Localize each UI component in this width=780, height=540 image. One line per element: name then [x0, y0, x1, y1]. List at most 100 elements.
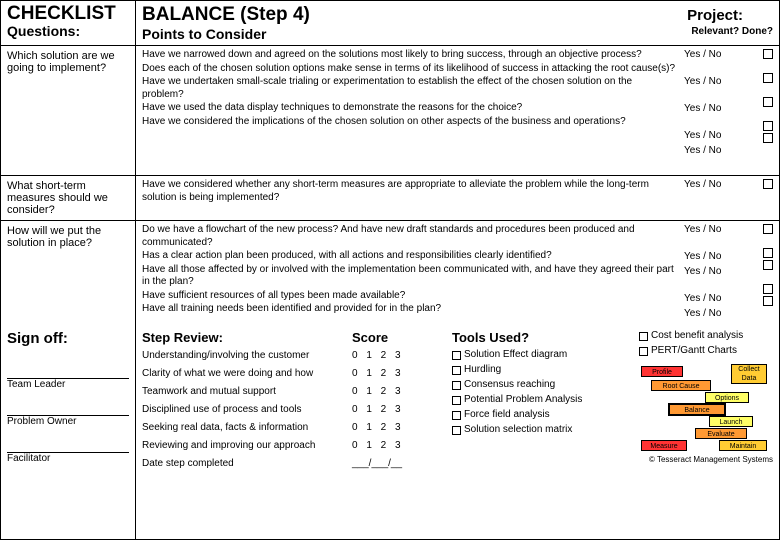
- done-col: [757, 221, 779, 326]
- tool-item: Potential Problem Analysis: [452, 394, 633, 406]
- score-row[interactable]: 0 1 2 3: [352, 439, 452, 452]
- role-label: Problem Owner: [7, 416, 129, 427]
- signoff-left: Sign off: Team Leader Problem Owner Faci…: [1, 326, 136, 539]
- done-col: [757, 46, 779, 175]
- date-blank[interactable]: ___/___/__: [352, 458, 452, 469]
- header-left: CHECKLIST Questions:: [1, 1, 136, 45]
- diagram-bar: Collect Data: [731, 364, 767, 384]
- point-text: Have all training needs been identified …: [142, 303, 676, 316]
- sections-container: Which solution are we going to implement…: [1, 46, 779, 326]
- review-item: Teamwork and mutual support: [142, 385, 352, 398]
- tool-checkbox[interactable]: [452, 351, 461, 360]
- review-item: Seeking real data, facts & information: [142, 421, 352, 434]
- score-row[interactable]: 0 1 2 3: [352, 421, 452, 434]
- score-row[interactable]: 0 1 2 3: [352, 385, 452, 398]
- tool-item: PERT/Gantt Charts: [639, 345, 773, 357]
- step-review-title: Step Review:: [142, 330, 352, 345]
- points-list: Do we have a flowchart of the new proces…: [136, 221, 682, 326]
- tool-item: Solution selection matrix: [452, 424, 633, 436]
- question-row: How will we put the solution in place?Do…: [1, 221, 779, 326]
- done-checkbox[interactable]: [763, 49, 773, 59]
- signature-line[interactable]: [7, 365, 129, 379]
- done-checkbox[interactable]: [763, 97, 773, 107]
- tool-checkbox[interactable]: [452, 366, 461, 375]
- score-row[interactable]: 0 1 2 3: [352, 349, 452, 362]
- done-checkbox[interactable]: [763, 248, 773, 258]
- yes-no-option[interactable]: Yes / No: [684, 251, 755, 265]
- header-right: BALANCE (Step 4) Project: Points to Cons…: [136, 1, 779, 45]
- point-text: Have we undertaken small-scale trialing …: [142, 76, 676, 101]
- question-right: Do we have a flowchart of the new proces…: [136, 221, 779, 326]
- diagram-bar: Options: [705, 392, 749, 403]
- yes-no-option[interactable]: Yes / No: [684, 266, 755, 292]
- tool-label: Consensus reaching: [464, 379, 555, 391]
- score-row[interactable]: 0 1 2 3: [352, 367, 452, 380]
- yes-no-option[interactable]: Yes / No: [684, 179, 755, 205]
- copyright: © Tesseract Management Systems: [639, 455, 773, 464]
- project-label: Project:: [687, 7, 743, 24]
- tool-label: Hurdling: [464, 364, 501, 376]
- yes-no-option[interactable]: Yes / No: [684, 49, 755, 75]
- relevant-done-label: Relevant? Done?: [691, 26, 773, 42]
- question-row: Which solution are we going to implement…: [1, 46, 779, 176]
- yes-no-option[interactable]: Yes / No: [684, 76, 755, 102]
- done-checkbox[interactable]: [763, 284, 773, 294]
- done-checkbox[interactable]: [763, 260, 773, 270]
- tool-item: Solution Effect diagram: [452, 349, 633, 361]
- balance-diagram: ProfileCollect DataRoot CauseOptionsBala…: [639, 362, 769, 452]
- yes-no-option[interactable]: Yes / No: [684, 145, 755, 171]
- tool-item: Consensus reaching: [452, 379, 633, 391]
- score-row[interactable]: 0 1 2 3: [352, 403, 452, 416]
- question-right: Have we considered whether any short-ter…: [136, 176, 779, 220]
- yes-no-option[interactable]: Yes / No: [684, 293, 755, 307]
- score-col: Score 0 1 2 30 1 2 30 1 2 30 1 2 30 1 2 …: [352, 330, 452, 535]
- yes-no-option[interactable]: Yes / No: [684, 103, 755, 129]
- tool-label: PERT/Gantt Charts: [651, 345, 737, 357]
- tool-label: Solution Effect diagram: [464, 349, 567, 361]
- question-right: Have we narrowed down and agreed on the …: [136, 46, 779, 175]
- tool-label: Cost benefit analysis: [651, 330, 743, 342]
- tool-checkbox[interactable]: [452, 396, 461, 405]
- yes-no-col: Yes / NoYes / NoYes / NoYes / NoYes / No: [682, 46, 757, 175]
- diagram-bar: Evaluate: [695, 428, 747, 439]
- tool-checkbox[interactable]: [452, 426, 461, 435]
- signature-line[interactable]: [7, 439, 129, 453]
- points-list: Have we narrowed down and agreed on the …: [136, 46, 682, 175]
- done-checkbox[interactable]: [763, 73, 773, 83]
- done-checkbox[interactable]: [763, 133, 773, 143]
- tool-checkbox[interactable]: [639, 347, 648, 356]
- tool-label: Potential Problem Analysis: [464, 394, 582, 406]
- point-text: Does each of the chosen solution options…: [142, 63, 676, 76]
- signature-line[interactable]: [7, 402, 129, 416]
- yes-no-option[interactable]: Yes / No: [684, 224, 755, 250]
- diagram-bar: Measure: [641, 440, 687, 451]
- tool-checkbox[interactable]: [452, 381, 461, 390]
- tool-item: Force field analysis: [452, 409, 633, 421]
- done-checkbox[interactable]: [763, 224, 773, 234]
- yes-no-col: Yes / NoYes / NoYes / NoYes / NoYes / No: [682, 221, 757, 326]
- tool-label: Solution selection matrix: [464, 424, 572, 436]
- point-text: Have we narrowed down and agreed on the …: [142, 49, 676, 62]
- point-text: Do we have a flowchart of the new proces…: [142, 224, 676, 249]
- tool-label: Force field analysis: [464, 409, 550, 421]
- yes-no-option[interactable]: Yes / No: [684, 130, 755, 144]
- tools-left: Tools Used? Solution Effect diagram Hurdl…: [452, 330, 633, 535]
- done-checkbox[interactable]: [763, 296, 773, 306]
- tool-checkbox[interactable]: [639, 332, 648, 341]
- point-text: Have we used the data display techniques…: [142, 102, 676, 115]
- yes-no-option[interactable]: Yes / No: [684, 308, 755, 322]
- review-item: Reviewing and improving our approach: [142, 439, 352, 452]
- done-checkbox[interactable]: [763, 121, 773, 131]
- question-row: What short-term measures should we consi…: [1, 176, 779, 221]
- point-text: Has a clear action plan been produced, w…: [142, 250, 676, 263]
- tool-checkbox[interactable]: [452, 411, 461, 420]
- tools-right: Cost benefit analysis PERT/Gantt Charts P…: [633, 330, 773, 535]
- review-item: Understanding/involving the customer: [142, 349, 352, 362]
- done-checkbox[interactable]: [763, 179, 773, 189]
- points-list: Have we considered whether any short-ter…: [136, 176, 682, 220]
- balance-title: BALANCE (Step 4): [142, 4, 310, 26]
- question-text: How will we put the solution in place?: [1, 221, 136, 326]
- tools-title: Tools Used?: [452, 330, 633, 345]
- role-label: Facilitator: [7, 453, 129, 464]
- signoff-right: Step Review: Understanding/involving the…: [136, 326, 779, 539]
